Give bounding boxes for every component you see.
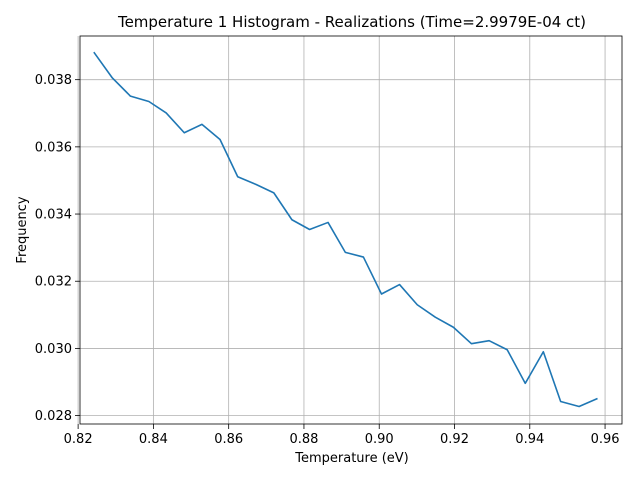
x-tick-label: 0.86 xyxy=(214,432,243,447)
y-tick-label: 0.032 xyxy=(35,275,72,290)
y-tick-label: 0.036 xyxy=(35,140,72,155)
y-tick-label: 0.028 xyxy=(35,409,72,424)
x-tick-label: 0.88 xyxy=(289,432,318,447)
x-tick-label: 0.94 xyxy=(515,432,544,447)
x-tick-label: 0.92 xyxy=(440,432,469,447)
x-tick-label: 0.84 xyxy=(139,432,168,447)
x-tick-label: 0.90 xyxy=(365,432,394,447)
y-axis-label: Frequency xyxy=(15,196,30,263)
y-tick-label: 0.030 xyxy=(35,342,72,357)
ticks: 0.82 0.84 0.86 0.88 0.90 0.92 0.94 0.96 0.028 0.0… xyxy=(35,73,620,447)
series-line xyxy=(93,51,598,408)
series-layer xyxy=(93,51,598,408)
plot-frame xyxy=(79,35,623,425)
y-tick-label: 0.034 xyxy=(35,208,72,223)
chart-title: Temperature 1 Histogram - Realizations (… xyxy=(117,13,586,31)
x-axis-label: Temperature (eV) xyxy=(294,451,409,466)
grid xyxy=(77,36,622,424)
x-tick-label: 0.82 xyxy=(64,432,93,447)
x-tick-label: 0.96 xyxy=(591,432,620,447)
y-tick-label: 0.038 xyxy=(35,73,72,88)
